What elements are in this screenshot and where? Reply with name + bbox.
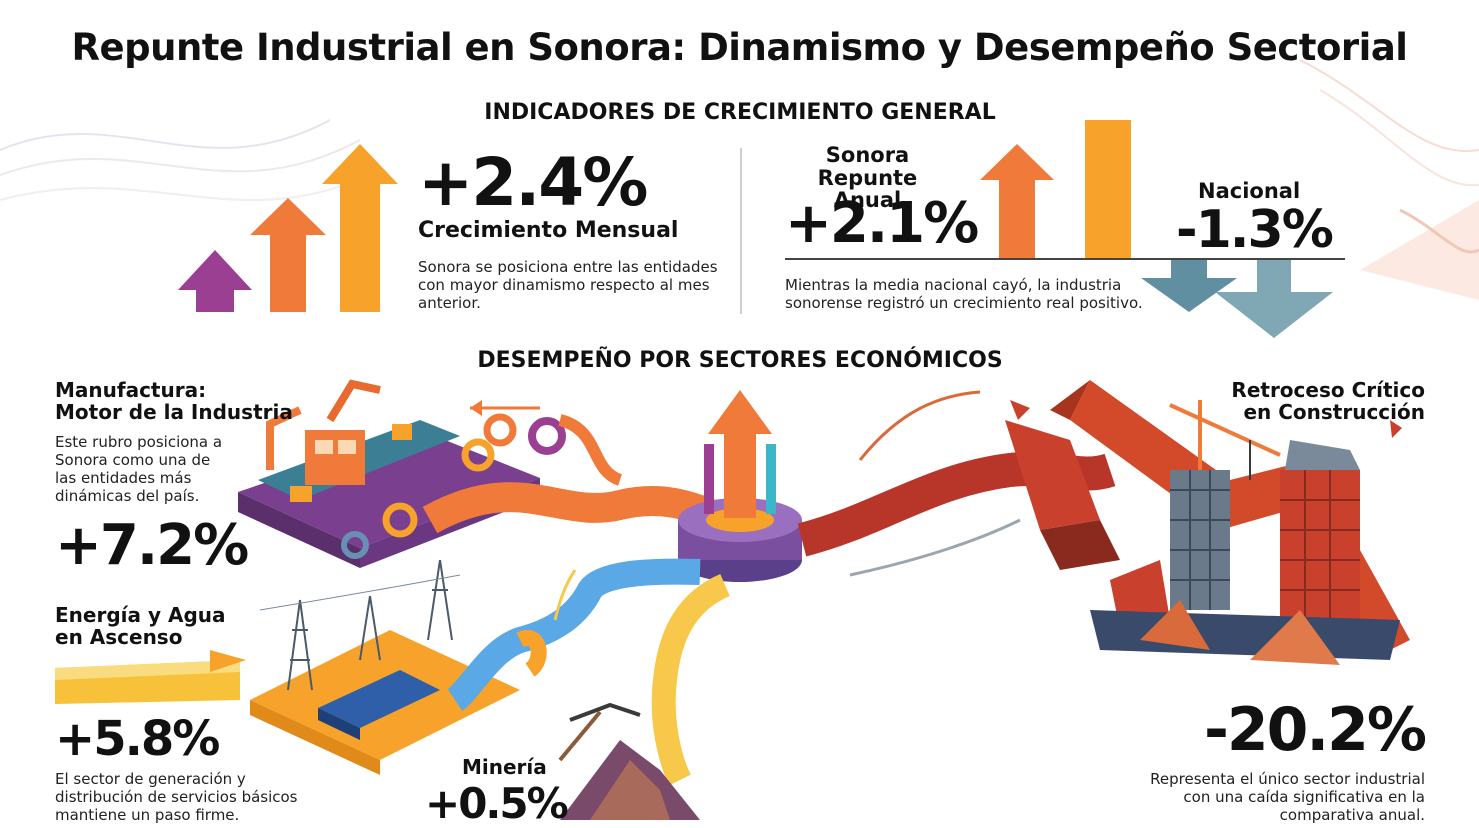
- monthly-growth-label: Crecimiento Mensual: [418, 218, 679, 243]
- energia-value: +5.8%: [55, 711, 220, 767]
- manufactura-title-line1: Manufactura:: [55, 378, 207, 402]
- general-indicators-heading: INDICADORES DE CRECIMIENTO GENERAL: [484, 100, 996, 125]
- national-label: Nacional: [1198, 179, 1301, 203]
- construction-illustration: [1005, 380, 1410, 665]
- energy-illustration: [55, 559, 520, 775]
- sonora-annual-label: Sonora Repunte Anual: [785, 144, 950, 212]
- sonora-annual-value: +2.1%: [785, 191, 979, 256]
- mining-illustration: [558, 702, 700, 820]
- manufactura-description: Este rubro posiciona a Sonora como una d…: [55, 433, 223, 505]
- baseline: [785, 258, 1345, 260]
- monthly-growth-description: Sonora se posiciona entre las entidades …: [418, 258, 718, 312]
- energia-title: Energía y Agua en Ascenso: [55, 603, 226, 649]
- growth-arrows-icon: [178, 144, 398, 312]
- page-title: Repunte Industrial en Sonora: Dinamismo …: [71, 26, 1408, 69]
- annual-description: Mientras la media nacional cayó, la indu…: [785, 276, 1143, 312]
- mineria-value: +0.5%: [425, 779, 569, 828]
- manufactura-title: Manufactura: Motor de la Industria: [55, 378, 293, 424]
- manufactura-title-line2: Motor de la Industria: [55, 399, 293, 424]
- construccion-title-line2: en Construcción: [1243, 399, 1425, 424]
- monthly-growth-value: +2.4%: [418, 144, 648, 221]
- construccion-title-line1: Retroceso Crítico: [1231, 378, 1425, 402]
- energia-description: El sector de generación y distribución d…: [55, 770, 298, 824]
- sonora-label-line2: Repunte Anual: [817, 165, 918, 213]
- manufactura-value: +7.2%: [55, 513, 249, 578]
- energia-title-line1: Energía y Agua: [55, 603, 226, 627]
- sectors-heading: DESEMPEÑO POR SECTORES ECONÓMICOS: [477, 348, 1003, 373]
- construccion-title: Retroceso Crítico en Construcción: [1195, 378, 1425, 424]
- construccion-description: Representa el único sector industrial co…: [1150, 770, 1425, 824]
- energia-title-line2: en Ascenso: [55, 624, 183, 649]
- national-value: -1.3%: [1176, 200, 1334, 260]
- sonora-label-line1: Sonora: [825, 143, 910, 167]
- section-divider: [740, 148, 742, 314]
- mineria-title: Minería: [462, 755, 547, 779]
- construccion-value: -20.2%: [1203, 695, 1427, 765]
- annual-comparison-bars: [980, 120, 1333, 338]
